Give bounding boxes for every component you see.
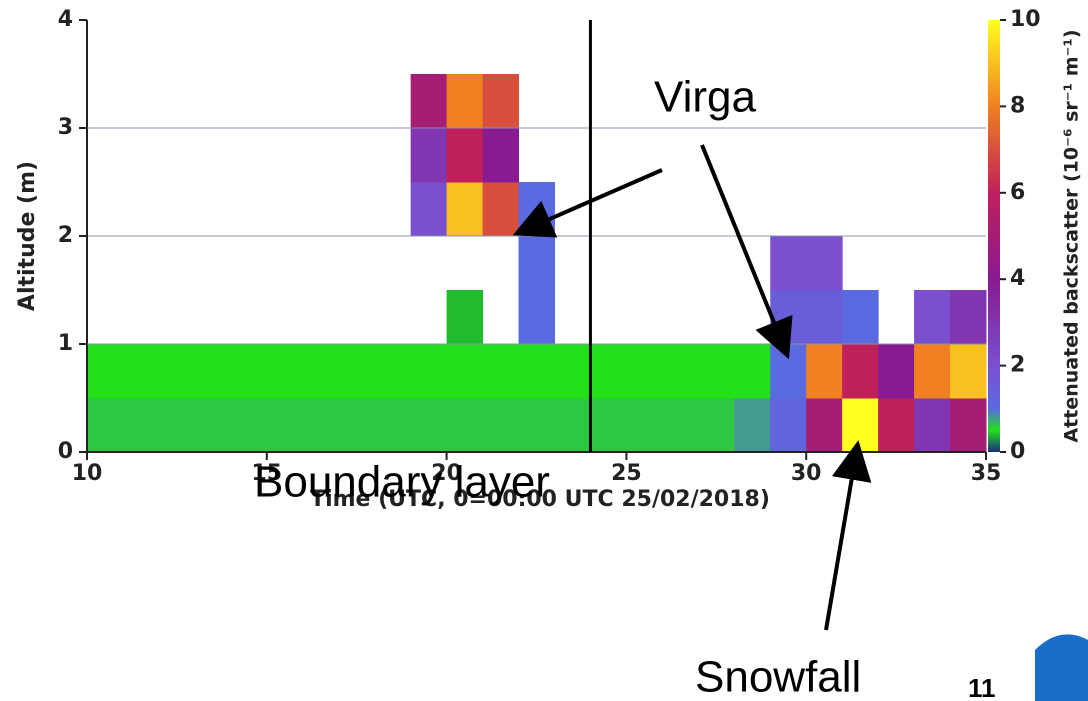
colorbar-tick-label: 4: [1010, 266, 1025, 291]
cell: [842, 344, 878, 399]
cell: [411, 74, 447, 129]
x-tick-label: 25: [611, 461, 642, 486]
cell: [339, 398, 375, 453]
cell: [123, 398, 159, 453]
cell: [447, 398, 483, 453]
cell: [914, 344, 950, 399]
cell: [662, 398, 698, 453]
cell: [626, 344, 662, 399]
logo: [1035, 634, 1088, 701]
cell: [914, 290, 950, 345]
cell: [195, 398, 231, 453]
cell: [878, 344, 914, 399]
cell: [806, 398, 842, 453]
cell: [159, 398, 195, 453]
colorbar-tick-label: 2: [1010, 353, 1025, 378]
cell: [483, 182, 519, 237]
cell: [447, 74, 483, 129]
cell: [842, 398, 878, 453]
colorbar-tick-label: 6: [1010, 180, 1025, 205]
cell: [519, 344, 555, 399]
cell: [411, 128, 447, 183]
cell: [806, 344, 842, 399]
cell: [447, 182, 483, 237]
cell: [483, 398, 519, 453]
cell: [375, 344, 411, 399]
x-tick-label: 10: [72, 461, 103, 486]
cell: [770, 236, 806, 291]
colorbar-tick-label: 8: [1010, 93, 1025, 118]
colorbar-label: Attenuated backscatter (10⁻⁶ sr⁻¹ m⁻¹): [1061, 29, 1083, 442]
y-tick-label: 1: [58, 331, 73, 356]
arrow: [826, 448, 857, 630]
y-tick-label: 4: [58, 7, 73, 32]
cell: [950, 290, 986, 345]
y-axis-label: Altitude (m): [15, 161, 40, 311]
cell: [626, 398, 662, 453]
cell: [483, 128, 519, 183]
cell: [662, 344, 698, 399]
cell: [806, 236, 842, 291]
cell: [519, 398, 555, 453]
annotation: Snowfall: [695, 653, 861, 701]
cell: [554, 344, 590, 399]
cell: [770, 398, 806, 453]
cell: [159, 344, 195, 399]
cell: [806, 290, 842, 345]
cell: [195, 344, 231, 399]
cell: [411, 344, 447, 399]
cell: [590, 398, 626, 453]
cell: [267, 398, 303, 453]
colorbar: [988, 20, 1000, 452]
cell: [303, 344, 339, 399]
cell: [375, 398, 411, 453]
cell: [734, 344, 770, 399]
annotation: Virga: [654, 73, 756, 122]
cell: [411, 182, 447, 237]
cell: [698, 398, 734, 453]
cell: [770, 344, 806, 399]
y-tick-label: 3: [58, 115, 73, 140]
cell: [483, 74, 519, 129]
cell: [698, 344, 734, 399]
cell: [878, 398, 914, 453]
y-tick-label: 2: [58, 223, 73, 248]
cell: [519, 290, 555, 345]
cell: [231, 344, 267, 399]
cell: [950, 344, 986, 399]
cell: [339, 344, 375, 399]
cell: [483, 344, 519, 399]
cell: [590, 344, 626, 399]
colorbar-tick-label: 0: [1010, 439, 1025, 464]
cell: [734, 398, 770, 453]
cell: [447, 128, 483, 183]
cell: [231, 398, 267, 453]
cell: [303, 398, 339, 453]
colorbar-tick-label: 10: [1010, 7, 1041, 32]
cell: [554, 398, 590, 453]
cell: [950, 398, 986, 453]
cell: [447, 344, 483, 399]
cell: [411, 398, 447, 453]
cell: [267, 344, 303, 399]
cell: [123, 344, 159, 399]
x-tick-label: 35: [971, 461, 1002, 486]
cell: [87, 398, 123, 453]
annotation: 11: [968, 673, 996, 701]
cell: [519, 236, 555, 291]
x-tick-label: 30: [791, 461, 822, 486]
cell: [447, 290, 483, 345]
cell: [770, 290, 806, 345]
cell: [914, 398, 950, 453]
annotation: Boundary layer: [254, 458, 550, 507]
cell: [87, 344, 123, 399]
cell: [842, 290, 878, 345]
